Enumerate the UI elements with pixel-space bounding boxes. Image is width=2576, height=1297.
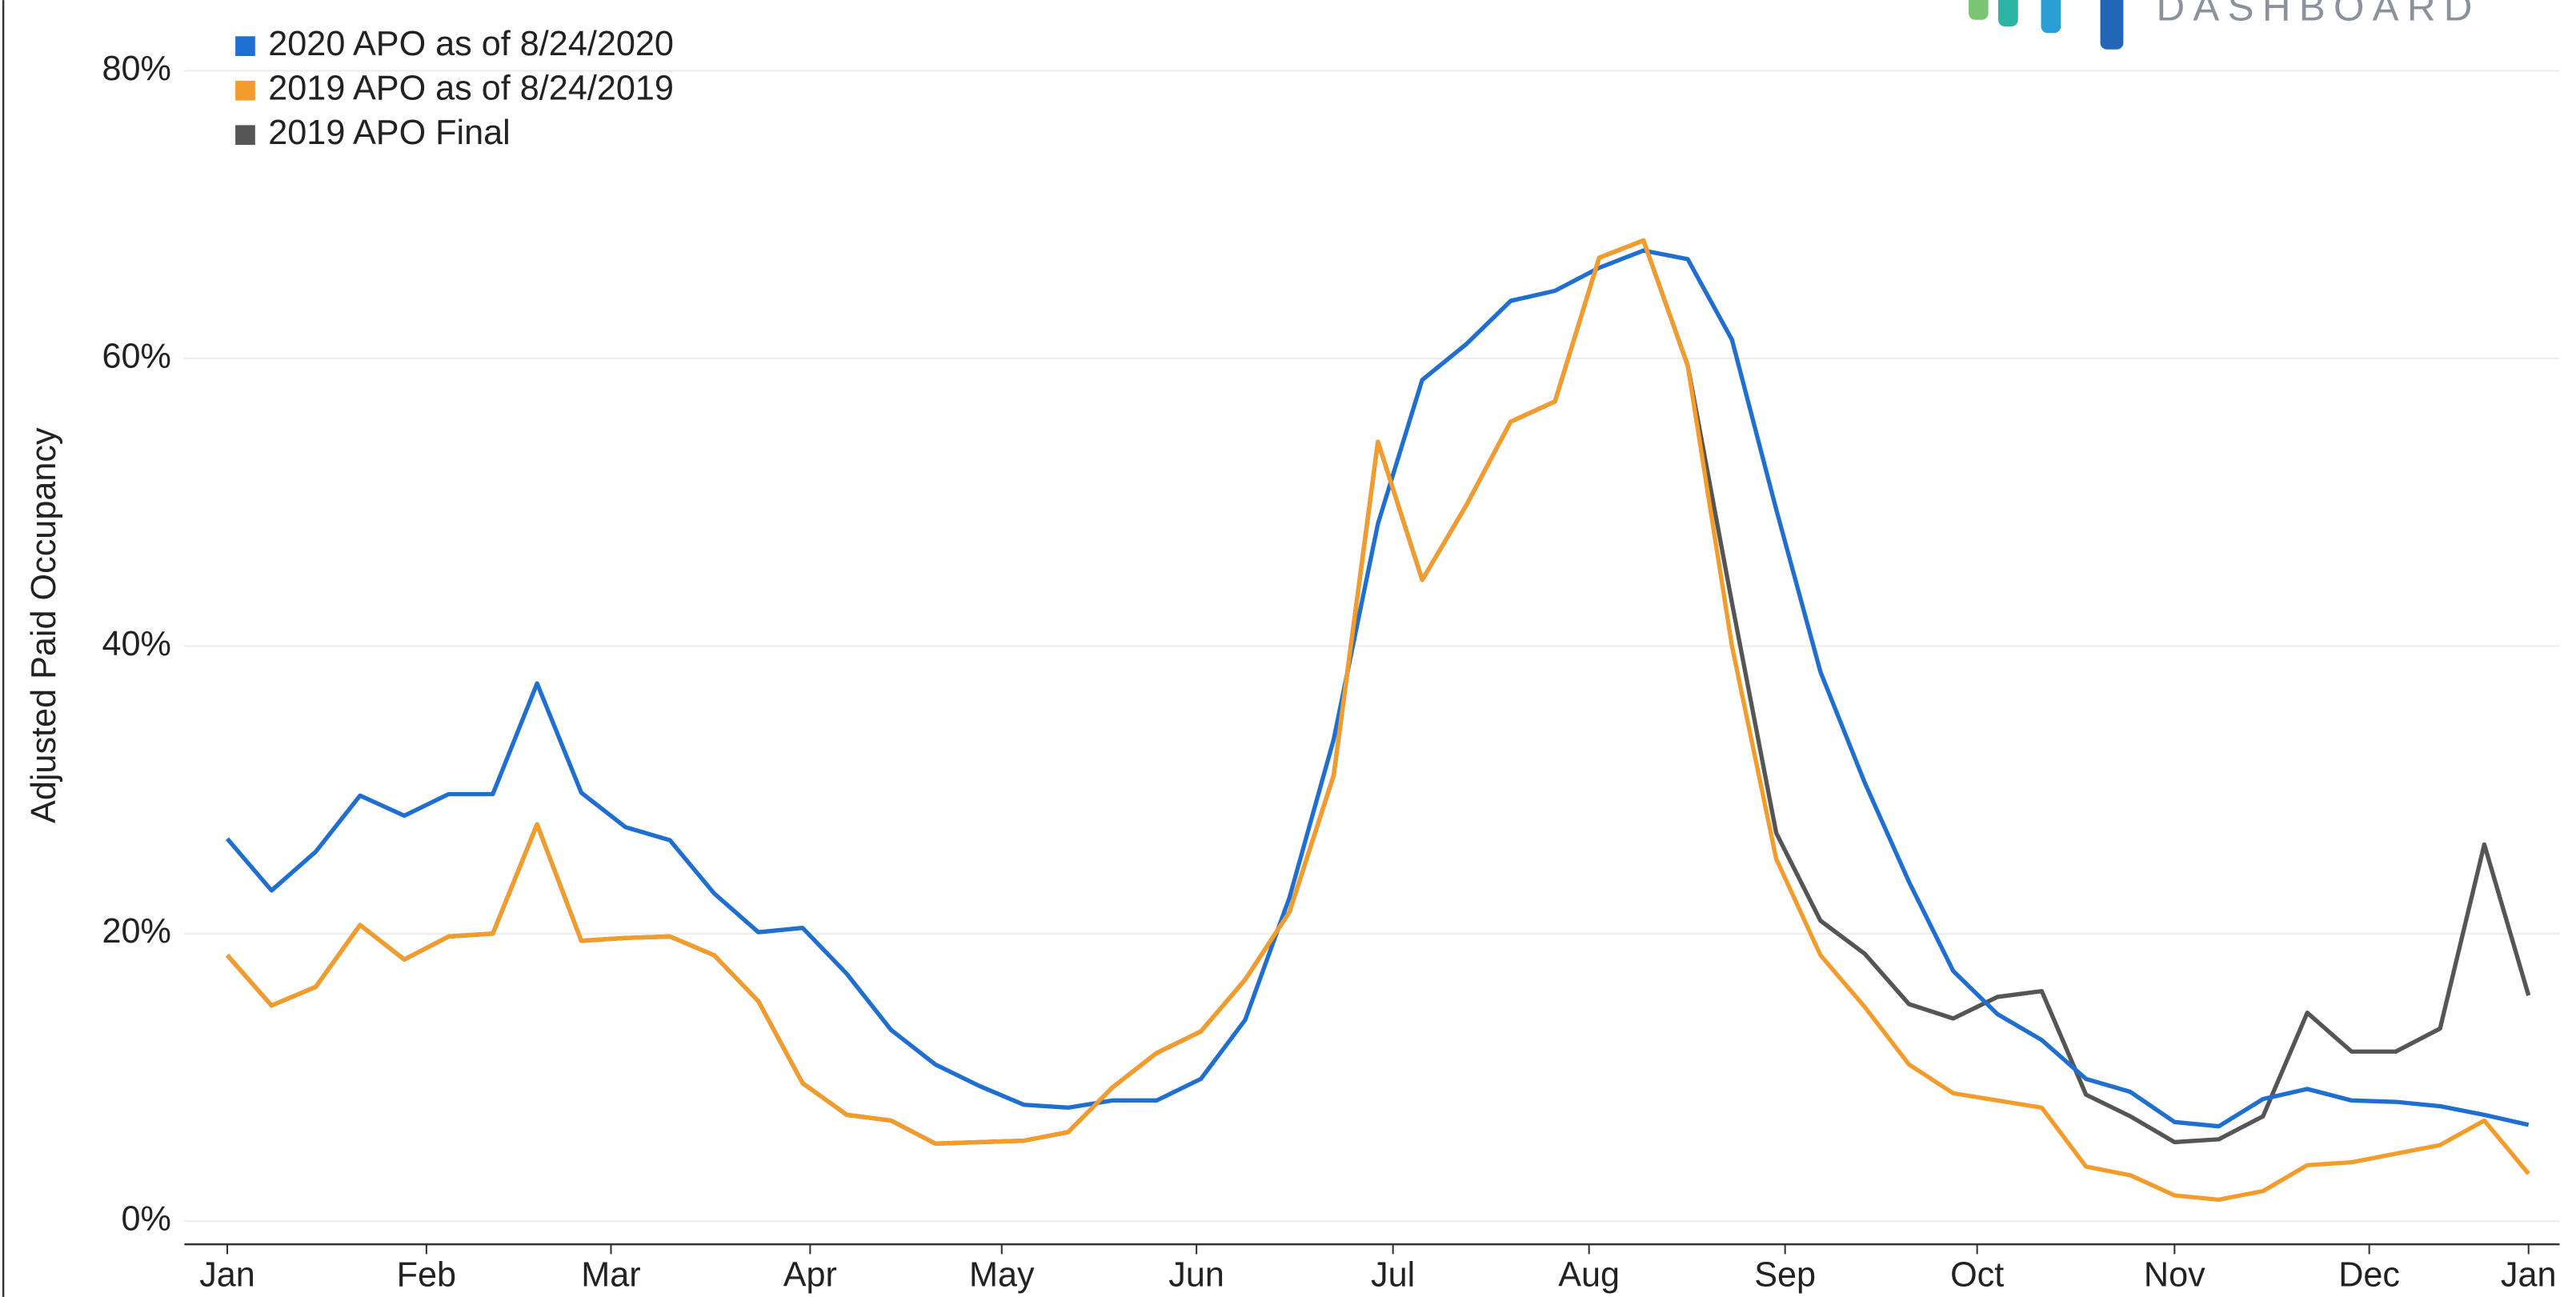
x-tick-label: Dec xyxy=(2338,1256,2400,1295)
y-tick-label: 40% xyxy=(102,625,170,663)
x-tick-label: Jan xyxy=(199,1256,255,1295)
x-tick-label: Sep xyxy=(1754,1256,1816,1295)
legend-swatch xyxy=(235,80,255,101)
logo-shape xyxy=(1969,0,1989,20)
y-tick-label: 80% xyxy=(102,50,170,88)
x-tick-label: Jul xyxy=(1371,1256,1415,1295)
series-line xyxy=(226,238,2531,1146)
legend-swatch xyxy=(235,36,255,57)
logo-shape xyxy=(2100,0,2124,50)
legend-swatch xyxy=(235,125,255,146)
y-tick-label: 20% xyxy=(102,912,170,951)
x-tick-label: Oct xyxy=(1950,1256,2004,1295)
series-line xyxy=(225,248,2530,1129)
x-tick-label: Mar xyxy=(581,1256,640,1295)
legend-label: 2020 APO as of 8/24/2020 xyxy=(268,25,674,63)
legend-label: 2019 APO as of 8/24/2019 xyxy=(268,70,674,108)
logo-text: DASHBOARD xyxy=(2156,0,2480,29)
x-tick-label: Nov xyxy=(2144,1256,2205,1295)
y-tick-label: 0% xyxy=(121,1200,170,1239)
x-tick-label: Jun xyxy=(1168,1256,1224,1295)
x-tick-label: Apr xyxy=(783,1256,837,1295)
x-tick-label: May xyxy=(969,1256,1035,1295)
series-line xyxy=(226,238,2530,1203)
x-tick-label: Jan xyxy=(2501,1256,2557,1295)
logo-shape xyxy=(1998,0,2018,27)
x-tick-label: Feb xyxy=(397,1256,456,1295)
y-axis-label: Adjusted Paid Occupancy xyxy=(25,427,63,823)
legend-label: 2019 APO Final xyxy=(268,114,511,152)
x-tick-label: Aug xyxy=(1558,1256,1620,1295)
y-tick-label: 60% xyxy=(102,337,170,375)
logo: DASHBOARD xyxy=(1969,0,2480,50)
logo-shape xyxy=(2041,0,2061,34)
